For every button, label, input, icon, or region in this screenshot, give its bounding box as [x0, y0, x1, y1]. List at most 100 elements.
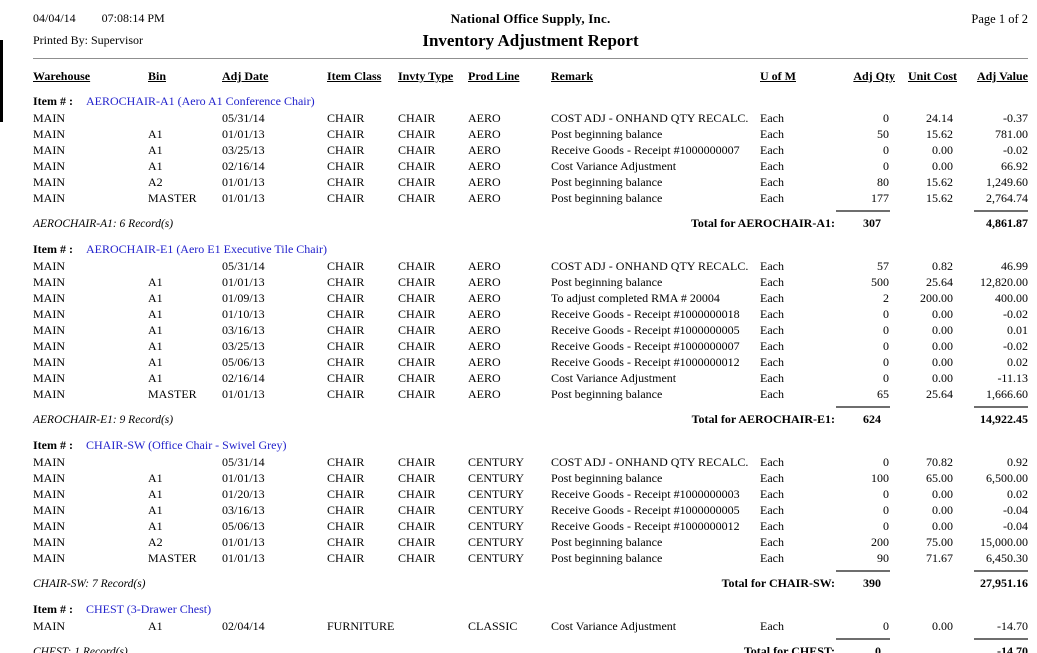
group-total-value: 27,951.16 — [957, 569, 1028, 592]
table-cell: 02/16/14 — [222, 159, 265, 173]
table-row: MAIN 05/31/14 CHAIR CHAIR AERO COST ADJ - ONH… — [33, 258, 1028, 274]
table-cell: CHAIR — [398, 535, 436, 549]
print-time: 07:08:14 PM — [101, 11, 165, 25]
table-cell: MAIN — [33, 259, 65, 273]
item-link[interactable]: AEROCHAIR-E1 (Aero E1 Executive Tile Cha… — [85, 242, 327, 256]
table-row: MAIN 05/31/14 CHAIR CHAIR CENTURY COST ADJ - … — [33, 454, 1028, 470]
item-link[interactable]: AEROCHAIR-A1 (Aero A1 Conference Chair) — [85, 94, 315, 108]
table-cell: A1 — [148, 519, 163, 533]
table-cell: 01/01/13 — [222, 127, 265, 141]
group-total-unit-cost-spacer — [895, 209, 957, 232]
table-cell: MAIN — [33, 371, 65, 385]
table-cell: COST ADJ - ONHAND QTY RECALC. — [551, 259, 749, 273]
table-cell: -0.02 — [1003, 307, 1028, 321]
group-total-label: Total for AEROCHAIR-E1: — [691, 412, 835, 426]
table-cell: CHAIR — [398, 503, 436, 517]
column-header-adj-date: Adj Date — [222, 69, 269, 83]
table-cell: 0.00 — [932, 143, 953, 157]
item-link[interactable]: CHEST (3-Drawer Chest) — [85, 602, 212, 616]
table-cell: 177 — [871, 191, 889, 205]
group-total-label: Total for CHAIR-SW: — [721, 576, 835, 590]
table-cell: CENTURY — [468, 471, 525, 485]
table-cell: 0 — [883, 143, 889, 157]
item-link[interactable]: CHAIR-SW (Office Chair - Swivel Grey) — [85, 438, 287, 452]
table-cell: CHAIR — [327, 551, 365, 565]
table-cell: 66.92 — [1001, 159, 1028, 173]
screen-edge-artifact — [0, 40, 3, 122]
column-header-invty-type: Invty Type — [398, 69, 454, 83]
item-header-row: Item # : CHAIR-SW (Office Chair - Swivel … — [33, 437, 1028, 453]
table-cell: CHAIR — [398, 259, 436, 273]
table-cell: MAIN — [33, 535, 65, 549]
table-cell: COST ADJ - ONHAND QTY RECALC. — [551, 111, 749, 125]
table-cell: Each — [760, 455, 784, 469]
table-cell: A1 — [148, 323, 163, 337]
table-cell: A1 — [148, 307, 163, 321]
table-cell: 0.00 — [932, 159, 953, 173]
table-cell: 75.00 — [926, 535, 953, 549]
table-cell: MAIN — [33, 275, 65, 289]
table-cell: MASTER — [148, 387, 197, 401]
table-cell: A1 — [148, 371, 163, 385]
table-cell: 0.00 — [932, 323, 953, 337]
group-total-unit-cost-spacer — [895, 569, 957, 592]
table-cell: A1 — [148, 503, 163, 517]
table-cell: CHAIR — [398, 455, 436, 469]
table-cell: Each — [760, 355, 784, 369]
table-cell: Each — [760, 143, 784, 157]
table-cell: 01/01/13 — [222, 471, 265, 485]
table-row: MAIN A1 03/25/13 CHAIR CHAIR AERO Receive Good… — [33, 142, 1028, 158]
table-cell: Receive Goods - Receipt #1000000007 — [551, 143, 740, 157]
table-cell: 01/10/13 — [222, 307, 265, 321]
report-body: Item # : AEROCHAIR-A1 (Aero A1 Conference… — [33, 93, 1028, 653]
table-cell: MAIN — [33, 307, 65, 321]
table-cell: CHAIR — [327, 143, 365, 157]
table-row: MAIN MASTER 01/01/13 CHAIR CHAIR AERO Post beg… — [33, 190, 1028, 206]
table-cell: 46.99 — [1001, 259, 1028, 273]
table-row: MAIN A1 03/25/13 CHAIR CHAIR AERO Receive Good… — [33, 338, 1028, 354]
table-cell: 2,764.74 — [986, 191, 1028, 205]
table-cell: MAIN — [33, 143, 65, 157]
item-number-label: Item # : — [33, 438, 73, 452]
table-row: MAIN A1 01/09/13 CHAIR CHAIR AERO To adjust co… — [33, 290, 1028, 306]
table-cell: Cost Variance Adjustment — [551, 371, 677, 385]
table-cell: 0 — [883, 619, 889, 633]
table-cell: AERO — [468, 143, 501, 157]
group-total-qty: 0 — [835, 637, 895, 653]
table-row: MAIN A1 01/01/13 CHAIR CHAIR AERO Post beginni… — [33, 126, 1028, 142]
table-cell: MAIN — [33, 323, 65, 337]
table-cell: 6,500.00 — [986, 471, 1028, 485]
table-cell: CHAIR — [327, 471, 365, 485]
table-cell: 02/16/14 — [222, 371, 265, 385]
item-header-row: Item # : AEROCHAIR-A1 (Aero A1 Conference… — [33, 93, 1028, 109]
table-cell: CHAIR — [398, 175, 436, 189]
table-cell: AERO — [468, 111, 501, 125]
table-cell: Each — [760, 503, 784, 517]
table-cell: CHAIR — [327, 127, 365, 141]
table-cell: 0 — [883, 371, 889, 385]
item-header-row: Item # : CHEST (3-Drawer Chest) — [33, 601, 1028, 617]
table-cell: Receive Goods - Receipt #1000000005 — [551, 323, 740, 337]
column-header-warehouse: Warehouse — [33, 69, 91, 83]
table-cell: MAIN — [33, 175, 65, 189]
table-cell: CHAIR — [398, 487, 436, 501]
table-cell: Each — [760, 159, 784, 173]
table-cell: 71.67 — [926, 551, 953, 565]
table-cell: A1 — [148, 619, 163, 633]
table-cell: CHAIR — [398, 371, 436, 385]
table-cell: 781.00 — [995, 127, 1028, 141]
table-row: MAIN MASTER 01/01/13 CHAIR CHAIR CENTURY Post … — [33, 550, 1028, 566]
table-cell: CHAIR — [398, 387, 436, 401]
column-header-bin: Bin — [148, 69, 167, 83]
group-total-qty: 624 — [835, 405, 895, 428]
table-cell: 0.00 — [932, 519, 953, 533]
table-row: MAIN 05/31/14 CHAIR CHAIR AERO COST ADJ - ONH… — [33, 110, 1028, 126]
table-cell: Post beginning balance — [551, 387, 663, 401]
table-cell: CHAIR — [327, 355, 365, 369]
table-cell — [148, 110, 222, 126]
table-cell: AERO — [468, 387, 501, 401]
table-cell: 0.92 — [1007, 455, 1028, 469]
table-cell: 25.64 — [926, 387, 953, 401]
table-cell: CENTURY — [468, 551, 525, 565]
table-cell: Post beginning balance — [551, 127, 663, 141]
